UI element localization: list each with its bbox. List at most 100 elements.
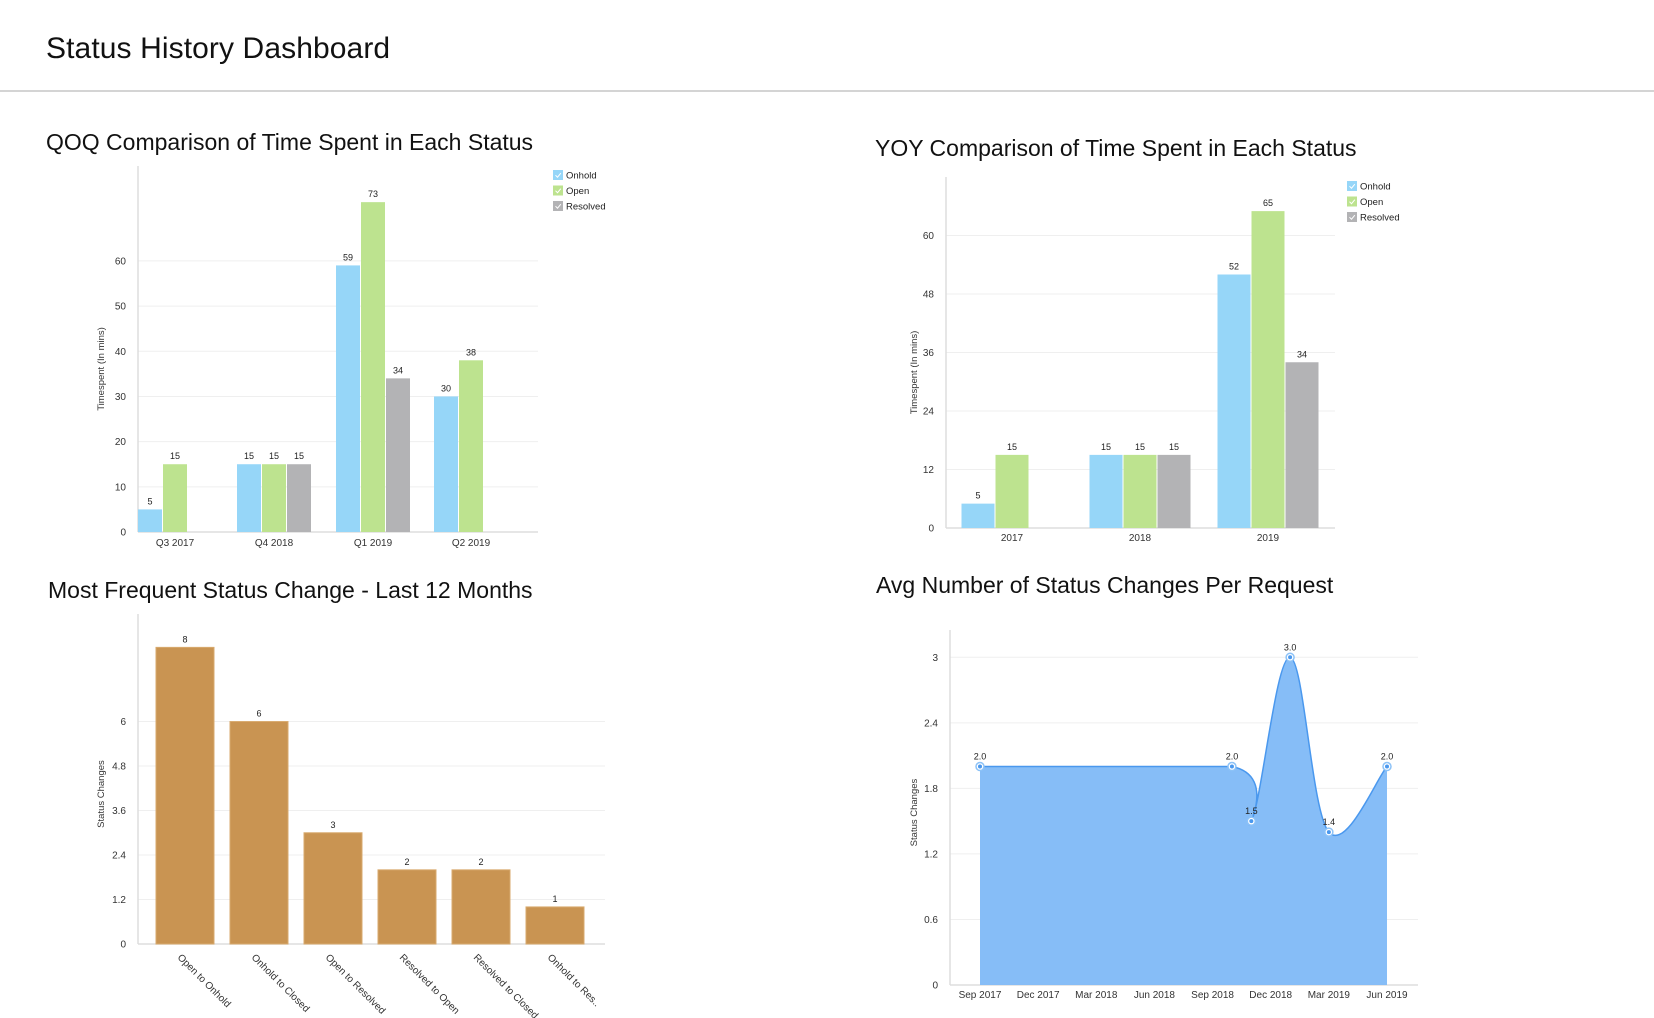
y-tick-label: 3.6 — [112, 806, 126, 817]
legend-item-resolved[interactable]: Resolved — [1347, 212, 1400, 224]
legend-label: Resolved — [566, 202, 606, 213]
y-tick-label: 3 — [932, 653, 938, 664]
bar-onhold — [961, 503, 995, 528]
x-tick-label: Onhold to Res.. — [545, 952, 602, 1009]
data-label: 15 — [1169, 442, 1179, 452]
y-tick-label: 24 — [923, 407, 935, 418]
x-tick-label: Open to Onhold — [175, 952, 233, 1010]
legend-label: Onhold — [566, 171, 597, 182]
bar — [229, 721, 289, 945]
y-tick-label: 1.2 — [112, 895, 126, 906]
frequent-chart: 0 1.2 2.4 3.6 4.8 6 8 Open to Onhold 6 Onhold to … — [96, 614, 605, 1018]
y-tick-label: 48 — [923, 290, 935, 301]
bar — [303, 832, 363, 945]
bar-onhold — [237, 464, 261, 532]
data-label: 15 — [170, 451, 180, 461]
avg-chart: 0 0.6 1.2 1.8 2.4 3 2.0 2.0 1.5 3.0 1.4 2.0 Sep 2017… — [909, 630, 1418, 1001]
data-label: 3.0 — [1284, 642, 1297, 652]
bar-resolved — [386, 378, 410, 532]
data-label: 5 — [975, 491, 980, 501]
y-tick-label: 20 — [115, 437, 127, 448]
y-axis-title: Status Changes — [96, 760, 107, 828]
bar-open — [995, 454, 1029, 528]
y-tick-label: 36 — [923, 348, 935, 359]
y-tick-label: 0 — [120, 528, 126, 539]
data-label: 2.0 — [1226, 752, 1239, 762]
data-label: 2 — [404, 857, 409, 867]
legend-swatch — [1347, 181, 1357, 191]
y-tick-label: 0 — [120, 940, 126, 951]
data-label: 2 — [478, 857, 483, 867]
legend-swatch — [553, 170, 563, 180]
legend-item-open[interactable]: Open — [553, 185, 589, 198]
bar-open — [361, 202, 385, 533]
qoq-chart: 0 10 20 30 40 50 60 5 15 Q3 2017 15 15 15 Q4 2018 59 73… — [96, 166, 606, 549]
y-tick-label: 1.8 — [924, 784, 938, 795]
y-axis-title: Timespent (In mins) — [96, 327, 107, 411]
y-tick-label: 60 — [115, 256, 127, 267]
legend-item-resolved[interactable]: Resolved — [553, 201, 606, 213]
y-tick-label: 50 — [115, 302, 127, 313]
y-tick-label: 60 — [923, 231, 935, 242]
data-label: 2.0 — [974, 752, 987, 762]
legend-item-open[interactable]: Open — [1347, 196, 1383, 209]
avg-chart-title: Avg Number of Status Changes Per Request — [876, 572, 1334, 598]
y-tick-label: 0 — [928, 524, 934, 535]
checkmark-icon — [555, 203, 562, 209]
checkmark-icon — [555, 172, 562, 178]
data-label: 73 — [368, 189, 378, 199]
bar-onhold — [1089, 454, 1123, 528]
checkmark-icon — [555, 188, 562, 194]
data-label: 30 — [441, 383, 451, 393]
y-tick-label: 0 — [932, 981, 938, 992]
bar-open — [459, 360, 483, 532]
x-tick-label: Onhold to Closed — [249, 952, 311, 1014]
legend-label: Open — [566, 186, 589, 197]
data-label: 15 — [244, 451, 254, 461]
bar-onhold — [434, 396, 458, 532]
data-label: 59 — [343, 252, 353, 262]
y-tick-label: 2.4 — [924, 718, 938, 729]
bar — [377, 869, 437, 945]
legend-swatch — [553, 201, 563, 211]
x-tick-label: Open to Resolved — [323, 952, 387, 1016]
x-tick-label: Mar 2019 — [1308, 990, 1351, 1001]
bar — [451, 869, 511, 945]
data-point-dot — [1288, 655, 1293, 660]
legend-item-onhold[interactable]: Onhold — [553, 170, 597, 182]
data-label: 2.0 — [1381, 752, 1394, 762]
data-label: 1.5 — [1245, 806, 1258, 816]
legend-label: Onhold — [1360, 182, 1391, 193]
y-tick-label: 1.2 — [924, 849, 938, 860]
legend-item-onhold[interactable]: Onhold — [1347, 181, 1391, 193]
y-tick-label: 40 — [115, 347, 127, 358]
data-label: 15 — [269, 451, 279, 461]
data-label: 6 — [256, 709, 261, 719]
x-tick-label: Mar 2018 — [1075, 990, 1118, 1001]
checkmark-icon — [1349, 199, 1356, 205]
yoy-chart: 0 12 24 36 48 60 5 15 2017 15 15 15 2018 52 65 34 2019 Ti… — [909, 177, 1400, 544]
data-label: 34 — [1297, 349, 1307, 359]
data-point-dot — [1326, 830, 1331, 835]
bar-onhold — [138, 509, 162, 532]
bar-resolved — [287, 464, 311, 532]
data-label: 15 — [1007, 442, 1017, 452]
x-tick-label: Dec 2017 — [1017, 990, 1060, 1001]
frequent-chart-title: Most Frequent Status Change - Last 12 Mo… — [48, 577, 533, 603]
data-label: 15 — [294, 451, 304, 461]
data-label: 3 — [330, 820, 335, 830]
data-point-dot — [1229, 764, 1234, 769]
data-label: 34 — [393, 365, 403, 375]
x-tick-label: Sep 2017 — [959, 990, 1002, 1001]
x-tick-label: Resolved to Closed — [471, 952, 540, 1018]
y-tick-label: 30 — [115, 392, 127, 403]
bar-onhold — [1217, 274, 1251, 528]
y-tick-label: 2.4 — [112, 851, 126, 862]
x-tick-label: Jun 2019 — [1366, 990, 1408, 1001]
legend-label: Open — [1360, 197, 1383, 208]
x-tick-label: Sep 2018 — [1191, 990, 1234, 1001]
x-tick-label: Q3 2017 — [156, 538, 195, 549]
bar — [525, 906, 585, 945]
data-label: 65 — [1263, 198, 1273, 208]
